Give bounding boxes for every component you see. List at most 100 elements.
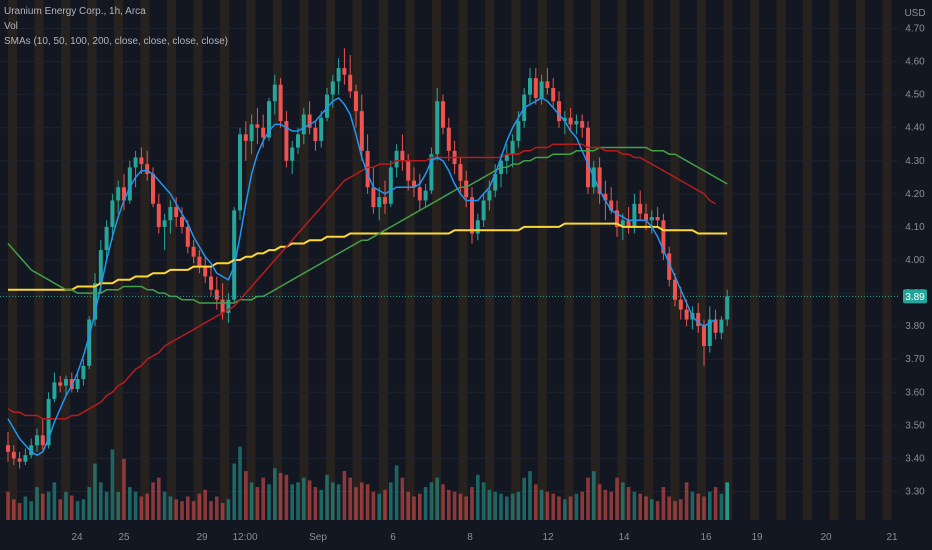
volume-bar (713, 487, 718, 520)
candle-body (261, 127, 266, 138)
candle-body (87, 319, 92, 366)
volume-bar (418, 493, 422, 520)
candle-body (191, 246, 196, 257)
time-axis[interactable]: 24 25 29 12:00 Sep 6 8 12 14 16 19 20 21 (71, 532, 898, 543)
volume-bar (52, 482, 57, 520)
candle-body (354, 91, 358, 112)
x-tick-label: 20 (820, 532, 832, 543)
candle-body (644, 213, 648, 221)
candle-body (122, 187, 126, 201)
volume-bar (342, 471, 347, 520)
candle-body (93, 283, 97, 320)
volume-bar (336, 484, 341, 520)
volume-bar (673, 501, 677, 520)
volume-bar (597, 484, 602, 520)
candle-body (446, 127, 451, 151)
symbol-title[interactable]: Uranium Energy Corp., 1h, Arca (4, 6, 146, 17)
volume-bar (377, 493, 381, 520)
volume-bar (354, 487, 358, 520)
candle-body (139, 157, 144, 165)
candle-body (458, 164, 463, 181)
candle-body (110, 200, 115, 227)
volume-bar (122, 458, 126, 520)
candle-body (313, 127, 318, 141)
candle-body (35, 435, 39, 446)
candle-body (284, 121, 289, 161)
volume-bar (284, 474, 289, 520)
volume-bar (574, 493, 579, 520)
x-tick-label: 24 (71, 532, 83, 543)
y-tick-label: 4.60 (905, 57, 925, 68)
candle-body (388, 167, 393, 204)
candle-body (238, 134, 242, 211)
price-axis[interactable]: 4.704.604.504.404.304.204.104.003.903.80… (905, 23, 925, 497)
candle-body (417, 187, 422, 201)
candle-body (545, 81, 550, 88)
candle-body (29, 445, 34, 456)
candle-body (255, 124, 260, 128)
volume-bar (35, 487, 39, 520)
candle-body (673, 279, 677, 300)
candle-body (81, 365, 86, 380)
candle-body (371, 187, 376, 208)
volume-bar (464, 496, 468, 520)
volume-bar (586, 477, 590, 520)
candle-body (586, 127, 590, 188)
volume-bar (128, 487, 132, 520)
volume-bar (603, 489, 608, 520)
candle-body (6, 445, 10, 452)
candle-body (203, 266, 208, 277)
volume-bar (655, 501, 660, 520)
y-tick-label: 4.50 (905, 90, 925, 101)
volume-bar (412, 496, 416, 520)
volume-bar (580, 491, 584, 520)
volume-bar (104, 491, 109, 520)
volume-bar (505, 496, 509, 520)
candle-body (678, 299, 683, 310)
candle-body (290, 147, 295, 161)
volume-bar (191, 501, 196, 520)
volume-bar (429, 482, 434, 520)
volume-bar (684, 482, 689, 520)
candle-body (359, 111, 364, 151)
volume-bar (487, 489, 492, 520)
volume-bar (389, 482, 393, 520)
volume-bar (99, 482, 103, 520)
volume-bar (23, 496, 28, 520)
x-tick-label: 19 (751, 532, 763, 543)
x-tick-label: 14 (618, 532, 630, 543)
sma-indicator-label[interactable]: SMAs (10, 50, 100, 200, close, close, cl… (4, 36, 228, 47)
candle-body (562, 117, 567, 122)
candle-body (377, 197, 382, 208)
volume-indicator-label[interactable]: Vol (4, 21, 18, 32)
volume-bar (307, 480, 312, 520)
candle-body (17, 458, 22, 462)
volume-bar (58, 499, 62, 520)
candle-body (133, 157, 138, 168)
candle-body (394, 150, 399, 168)
candle-body (667, 253, 672, 280)
candle-body (104, 226, 109, 251)
volume-bar (516, 491, 521, 520)
y-tick-label: 4.20 (905, 189, 925, 200)
candle-body (342, 68, 347, 75)
candle-body (75, 379, 80, 389)
candle-body (719, 319, 724, 333)
volume-bar (46, 491, 51, 520)
volume-bar (481, 482, 486, 520)
candle-body (226, 299, 231, 313)
volume-bar (110, 449, 115, 520)
candle-body (278, 84, 283, 122)
sma-50-line (7, 143, 716, 420)
y-tick-label: 4.00 (905, 255, 925, 266)
candle-body (46, 398, 51, 446)
volume-bar (615, 477, 619, 520)
volume-bar (360, 482, 364, 520)
candle-body (580, 121, 585, 128)
volume-bar (325, 474, 329, 520)
volume-bar (319, 489, 323, 520)
candle-body (162, 220, 167, 227)
candle-body (487, 190, 492, 201)
volume-bar (435, 477, 439, 520)
